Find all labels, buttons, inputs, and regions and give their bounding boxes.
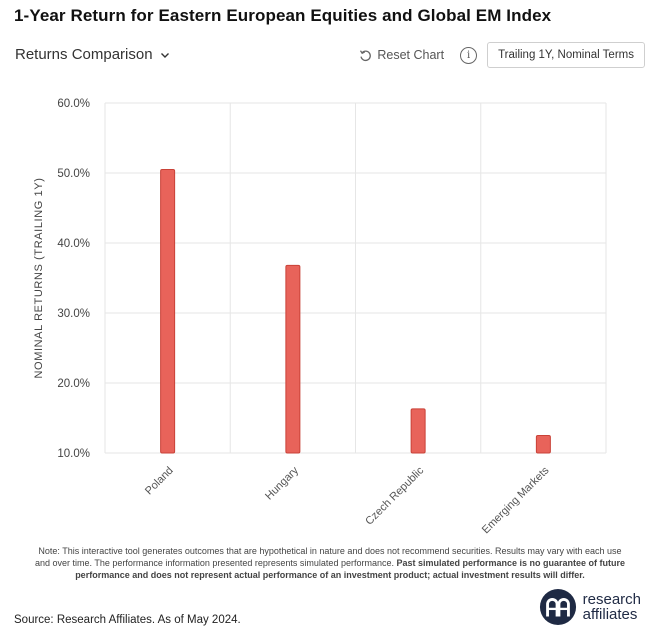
reset-chart-button[interactable]: Reset Chart: [359, 48, 444, 62]
disclaimer-text: Note: This interactive tool generates ou…: [34, 546, 622, 568]
bar: [535, 435, 551, 454]
reset-icon: [360, 49, 372, 61]
y-tick-label: 60.0%: [57, 98, 90, 110]
logo-line-research: research: [582, 591, 641, 608]
reset-chart-label: Reset Chart: [377, 48, 445, 62]
returns-comparison-dropdown[interactable]: Returns Comparison: [15, 46, 171, 63]
research-affiliates-logo-icon: [539, 588, 576, 626]
chevron-down-icon: [160, 52, 169, 58]
y-tick-label: 30.0%: [57, 308, 90, 320]
y-tick-label: 50.0%: [57, 168, 90, 180]
bar-chart: 60.0% 50.0% 40.0% 30.0% 20.0% 10.0% NOMINAL RE…: [33, 98, 607, 536]
y-tick-label: 40.0%: [57, 238, 90, 250]
disclaimer-bold-text: Past simulated performance is no guarant…: [75, 558, 626, 580]
trailing-mode-button[interactable]: Trailing 1Y, Nominal Terms: [487, 42, 645, 68]
source-note: Source: Research Affiliates. As of May 2…: [14, 614, 241, 626]
bar: [410, 408, 426, 454]
info-icon[interactable]: i: [460, 46, 478, 64]
bar: [285, 264, 301, 454]
disclaimer-note: Note: This interactive tool generates ou…: [30, 545, 630, 581]
bar: [160, 169, 176, 454]
x-tick-label: Emerging Markets: [480, 464, 552, 536]
y-axis-title: NOMINAL RETURNS (TRAILING 1Y): [33, 178, 45, 379]
x-tick-label: Hungary: [263, 464, 301, 502]
y-tick-label: 10.0%: [57, 448, 90, 460]
research-affiliates-logo: research affiliates: [539, 588, 641, 626]
y-tick-label: 20.0%: [57, 378, 90, 390]
chart-title: 1-Year Return for Eastern European Equit…: [14, 6, 552, 25]
logo-line-affiliates: affiliates: [582, 606, 638, 623]
returns-comparison-label: Returns Comparison: [15, 46, 153, 63]
x-tick-label: Czech Republic: [363, 464, 426, 527]
x-tick-label: Poland: [143, 465, 176, 498]
